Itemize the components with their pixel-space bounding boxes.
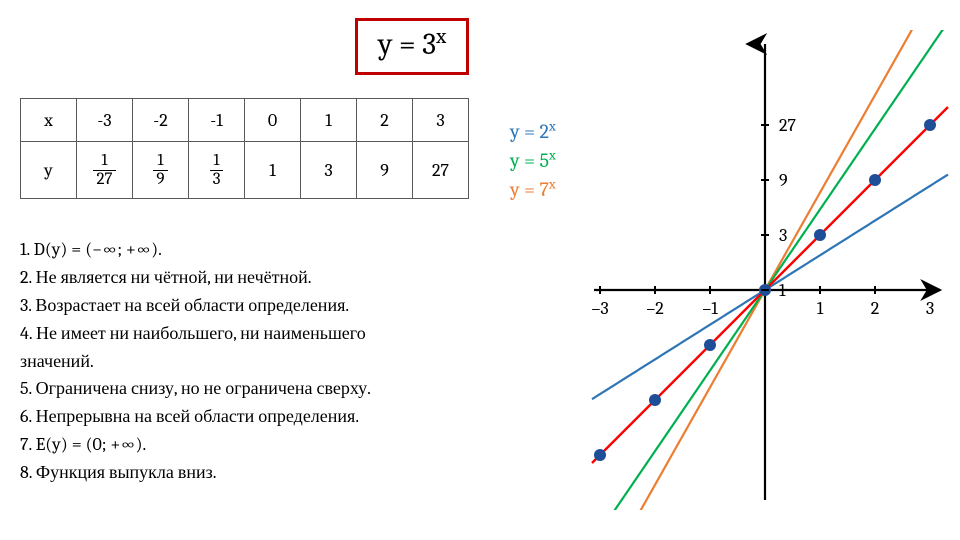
legend-item: y = 7x xyxy=(510,178,556,201)
main-curve xyxy=(592,107,948,463)
property-line: 3. Возрастает на всей области определени… xyxy=(20,292,371,320)
y-tick-label: 9 xyxy=(779,170,788,191)
y-cell: 3 xyxy=(301,142,357,199)
function-properties: 1. D(y) = (−∞; +∞).2. Не является ни чёт… xyxy=(20,236,371,487)
x-cell: 3 xyxy=(413,99,469,142)
y-cell: 1 xyxy=(245,142,301,199)
property-line: 1. D(y) = (−∞; +∞). xyxy=(20,236,371,264)
x-tick-label: –1 xyxy=(702,298,718,319)
property-line: 7. E(y) = (0; +∞). xyxy=(20,431,371,459)
x-cell: 0 xyxy=(245,99,301,142)
data-point xyxy=(924,119,936,131)
x-header: x xyxy=(21,99,77,142)
y-cell: 19 xyxy=(133,142,189,199)
curve xyxy=(592,30,948,510)
property-line: 8. Функция выпукла вниз. xyxy=(20,459,371,487)
x-tick-label: 2 xyxy=(871,298,880,319)
x-tick-label: –3 xyxy=(591,298,608,319)
formula-title: y = 3x xyxy=(355,18,469,75)
y-cell: 9 xyxy=(357,142,413,199)
x-tick-label: –2 xyxy=(646,298,664,319)
data-point xyxy=(649,394,661,406)
legend-item: y = 5x xyxy=(510,149,556,172)
data-point xyxy=(869,174,881,186)
data-point xyxy=(814,229,826,241)
x-cell: -2 xyxy=(133,99,189,142)
x-cell: -3 xyxy=(77,99,133,142)
x-cell: 2 xyxy=(357,99,413,142)
y-header: y xyxy=(21,142,77,199)
table-row-y: y127191313927 xyxy=(21,142,469,199)
x-cell: 1 xyxy=(301,99,357,142)
x-tick-label: 3 xyxy=(926,298,934,319)
table-row-x: x-3-2-10123 xyxy=(21,99,469,142)
data-point xyxy=(704,339,716,351)
data-point xyxy=(594,449,606,461)
y-tick-label: 3 xyxy=(779,225,787,246)
property-line: 6. Непрерывна на всей области определени… xyxy=(20,403,371,431)
y-cell: 27 xyxy=(413,142,469,199)
legend-item: y = 2x xyxy=(510,120,556,143)
curve-legend: y = 2x y = 5x y = 7x xyxy=(510,120,556,207)
property-line: 4. Не имеет ни наибольшего, ни наименьше… xyxy=(20,320,371,348)
y-tick-label: 27 xyxy=(779,115,796,136)
property-line: 5. Ограничена снизу, но не ограничена св… xyxy=(20,375,371,403)
property-line: 2. Не является ни чётной, ни нечётной. xyxy=(20,264,371,292)
property-line: значений. xyxy=(20,348,371,376)
value-table: x-3-2-10123 y127191313927 xyxy=(20,98,469,199)
y-cell: 127 xyxy=(77,142,133,199)
x-cell: -1 xyxy=(189,99,245,142)
y-cell: 13 xyxy=(189,142,245,199)
y-tick-label: 1 xyxy=(779,280,786,301)
x-tick-label: 1 xyxy=(817,298,824,319)
exponential-graph: –3 –2 –1 1 2 3 1 3 9 27 xyxy=(590,30,950,510)
